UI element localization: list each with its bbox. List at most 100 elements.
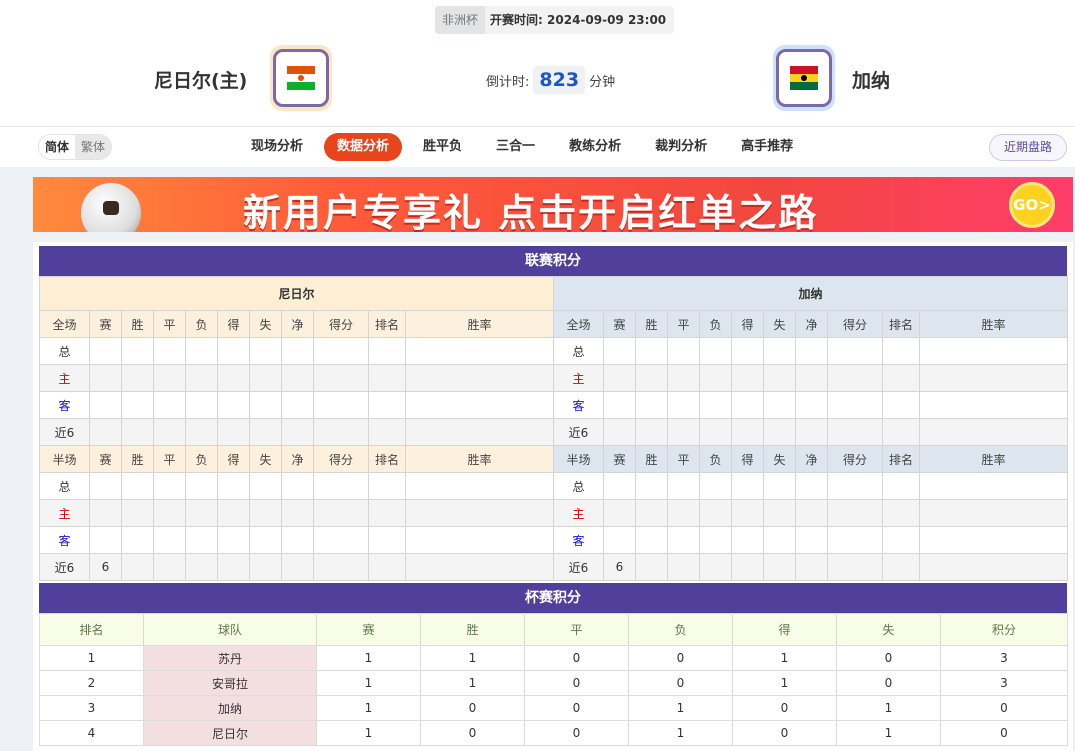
table-cell <box>249 391 282 419</box>
table-cell <box>281 337 314 365</box>
table-cell <box>795 472 828 500</box>
lang-simplified[interactable]: 简体 <box>39 135 76 159</box>
niger-flag-icon <box>287 66 315 90</box>
row-label: 近6 <box>553 418 604 446</box>
tab-0[interactable]: 现场分析 <box>251 139 304 154</box>
table-cell <box>699 553 732 581</box>
table-cell <box>795 499 828 527</box>
table-cell <box>89 391 122 419</box>
away-team-name[interactable]: 加纳 <box>852 70 891 92</box>
row-label: 近6 <box>39 418 90 446</box>
column-header: 失 <box>763 310 796 338</box>
away-team-header[interactable]: 加纳 <box>552 276 1069 311</box>
column-header: 失 <box>763 445 796 473</box>
table-cell <box>603 526 636 554</box>
column-header: 失 <box>249 310 282 338</box>
team-link[interactable]: 苏丹 <box>143 645 317 671</box>
table-cell <box>635 391 668 419</box>
promo-banner[interactable]: 新用户专享礼 点击开启红单之路 GO> <box>33 177 1073 232</box>
table-cell <box>249 364 282 392</box>
table-cell <box>153 526 186 554</box>
table-row: 客 <box>553 391 1069 419</box>
tab-5[interactable]: 裁判分析 <box>655 139 708 154</box>
table-cell: 0 <box>732 720 837 746</box>
tab-6[interactable]: 高手推荐 <box>741 139 794 154</box>
table-cell <box>763 391 796 419</box>
go-coin-icon[interactable]: GO> <box>1009 182 1055 228</box>
table-cell <box>153 418 186 446</box>
column-header: 赛 <box>89 310 122 338</box>
tab-2[interactable]: 胜平负 <box>423 139 463 154</box>
away-team-logo[interactable] <box>773 45 835 111</box>
table-cell <box>368 499 406 527</box>
table-cell: 0 <box>420 695 525 721</box>
table-cell <box>185 391 218 419</box>
column-header: 净 <box>795 445 828 473</box>
table-cell <box>153 391 186 419</box>
table-cell <box>185 364 218 392</box>
lang-traditional[interactable]: 繁体 <box>75 135 112 159</box>
table-row: 近6 <box>553 418 1069 446</box>
table-cell <box>763 553 796 581</box>
table-cell: 3 <box>940 670 1068 696</box>
table-cell <box>918 364 1069 392</box>
table-cell <box>281 391 314 419</box>
kickoff-time: 2024-09-09 23:00 <box>547 13 667 27</box>
table-cell <box>404 391 555 419</box>
table-cell <box>763 472 796 500</box>
table-row: 主 <box>39 499 555 527</box>
team-link[interactable]: 尼日尔 <box>143 720 317 746</box>
tab-4[interactable]: 教练分析 <box>569 139 622 154</box>
table-cell: 1 <box>420 645 525 671</box>
countdown-value: 823 <box>533 66 586 94</box>
table-cell <box>827 472 883 500</box>
column-header: 球队 <box>143 613 317 646</box>
home-team-logo[interactable] <box>270 45 332 111</box>
table-cell <box>603 337 636 365</box>
column-header: 平 <box>524 613 629 646</box>
column-header: 得 <box>732 613 837 646</box>
team-header-row: 加纳 <box>552 276 1069 311</box>
tab-3[interactable]: 三合一 <box>496 139 536 154</box>
table-cell: 1 <box>732 670 837 696</box>
table-cell <box>368 337 406 365</box>
tab-1[interactable]: 数据分析 <box>324 133 403 161</box>
column-header: 排名 <box>39 613 144 646</box>
table-cell <box>763 337 796 365</box>
table-cell <box>635 472 668 500</box>
table-cell <box>918 553 1069 581</box>
table-cell <box>882 553 920 581</box>
table-row: 客 <box>553 526 1069 554</box>
column-header: 胜率 <box>918 445 1069 473</box>
table-cell <box>763 499 796 527</box>
full-header-row: 全场赛胜平负得失净得分 排名 胜率 <box>553 310 1069 338</box>
column-header: 负 <box>185 445 218 473</box>
league-label[interactable]: 非洲杯 <box>435 6 486 34</box>
column-header: 全场 <box>553 310 604 338</box>
table-cell <box>603 418 636 446</box>
table-cell <box>827 553 883 581</box>
table-row: 总 <box>553 472 1069 500</box>
team-link[interactable]: 安哥拉 <box>143 670 317 696</box>
table-row: 2 安哥拉 1 1 0 0 1 0 3 <box>39 670 1068 696</box>
table-cell <box>121 364 154 392</box>
row-label: 总 <box>39 472 90 500</box>
recent-trend-button[interactable]: 近期盘路 <box>988 134 1067 161</box>
table-cell <box>731 418 764 446</box>
table-cell <box>249 337 282 365</box>
table-cell <box>827 418 883 446</box>
team-link[interactable]: 加纳 <box>143 695 317 721</box>
table-cell: 0 <box>940 720 1068 746</box>
table-cell <box>603 364 636 392</box>
table-cell <box>699 337 732 365</box>
row-label: 主 <box>553 364 604 392</box>
table-cell <box>699 472 732 500</box>
table-row: 主 <box>553 364 1069 392</box>
table-cell <box>731 391 764 419</box>
table-cell <box>368 418 406 446</box>
table-cell <box>185 472 218 500</box>
table-cell <box>882 499 920 527</box>
home-team-name[interactable]: 尼日尔(主) <box>154 70 248 92</box>
table-cell <box>827 391 883 419</box>
home-team-header[interactable]: 尼日尔 <box>38 276 555 311</box>
